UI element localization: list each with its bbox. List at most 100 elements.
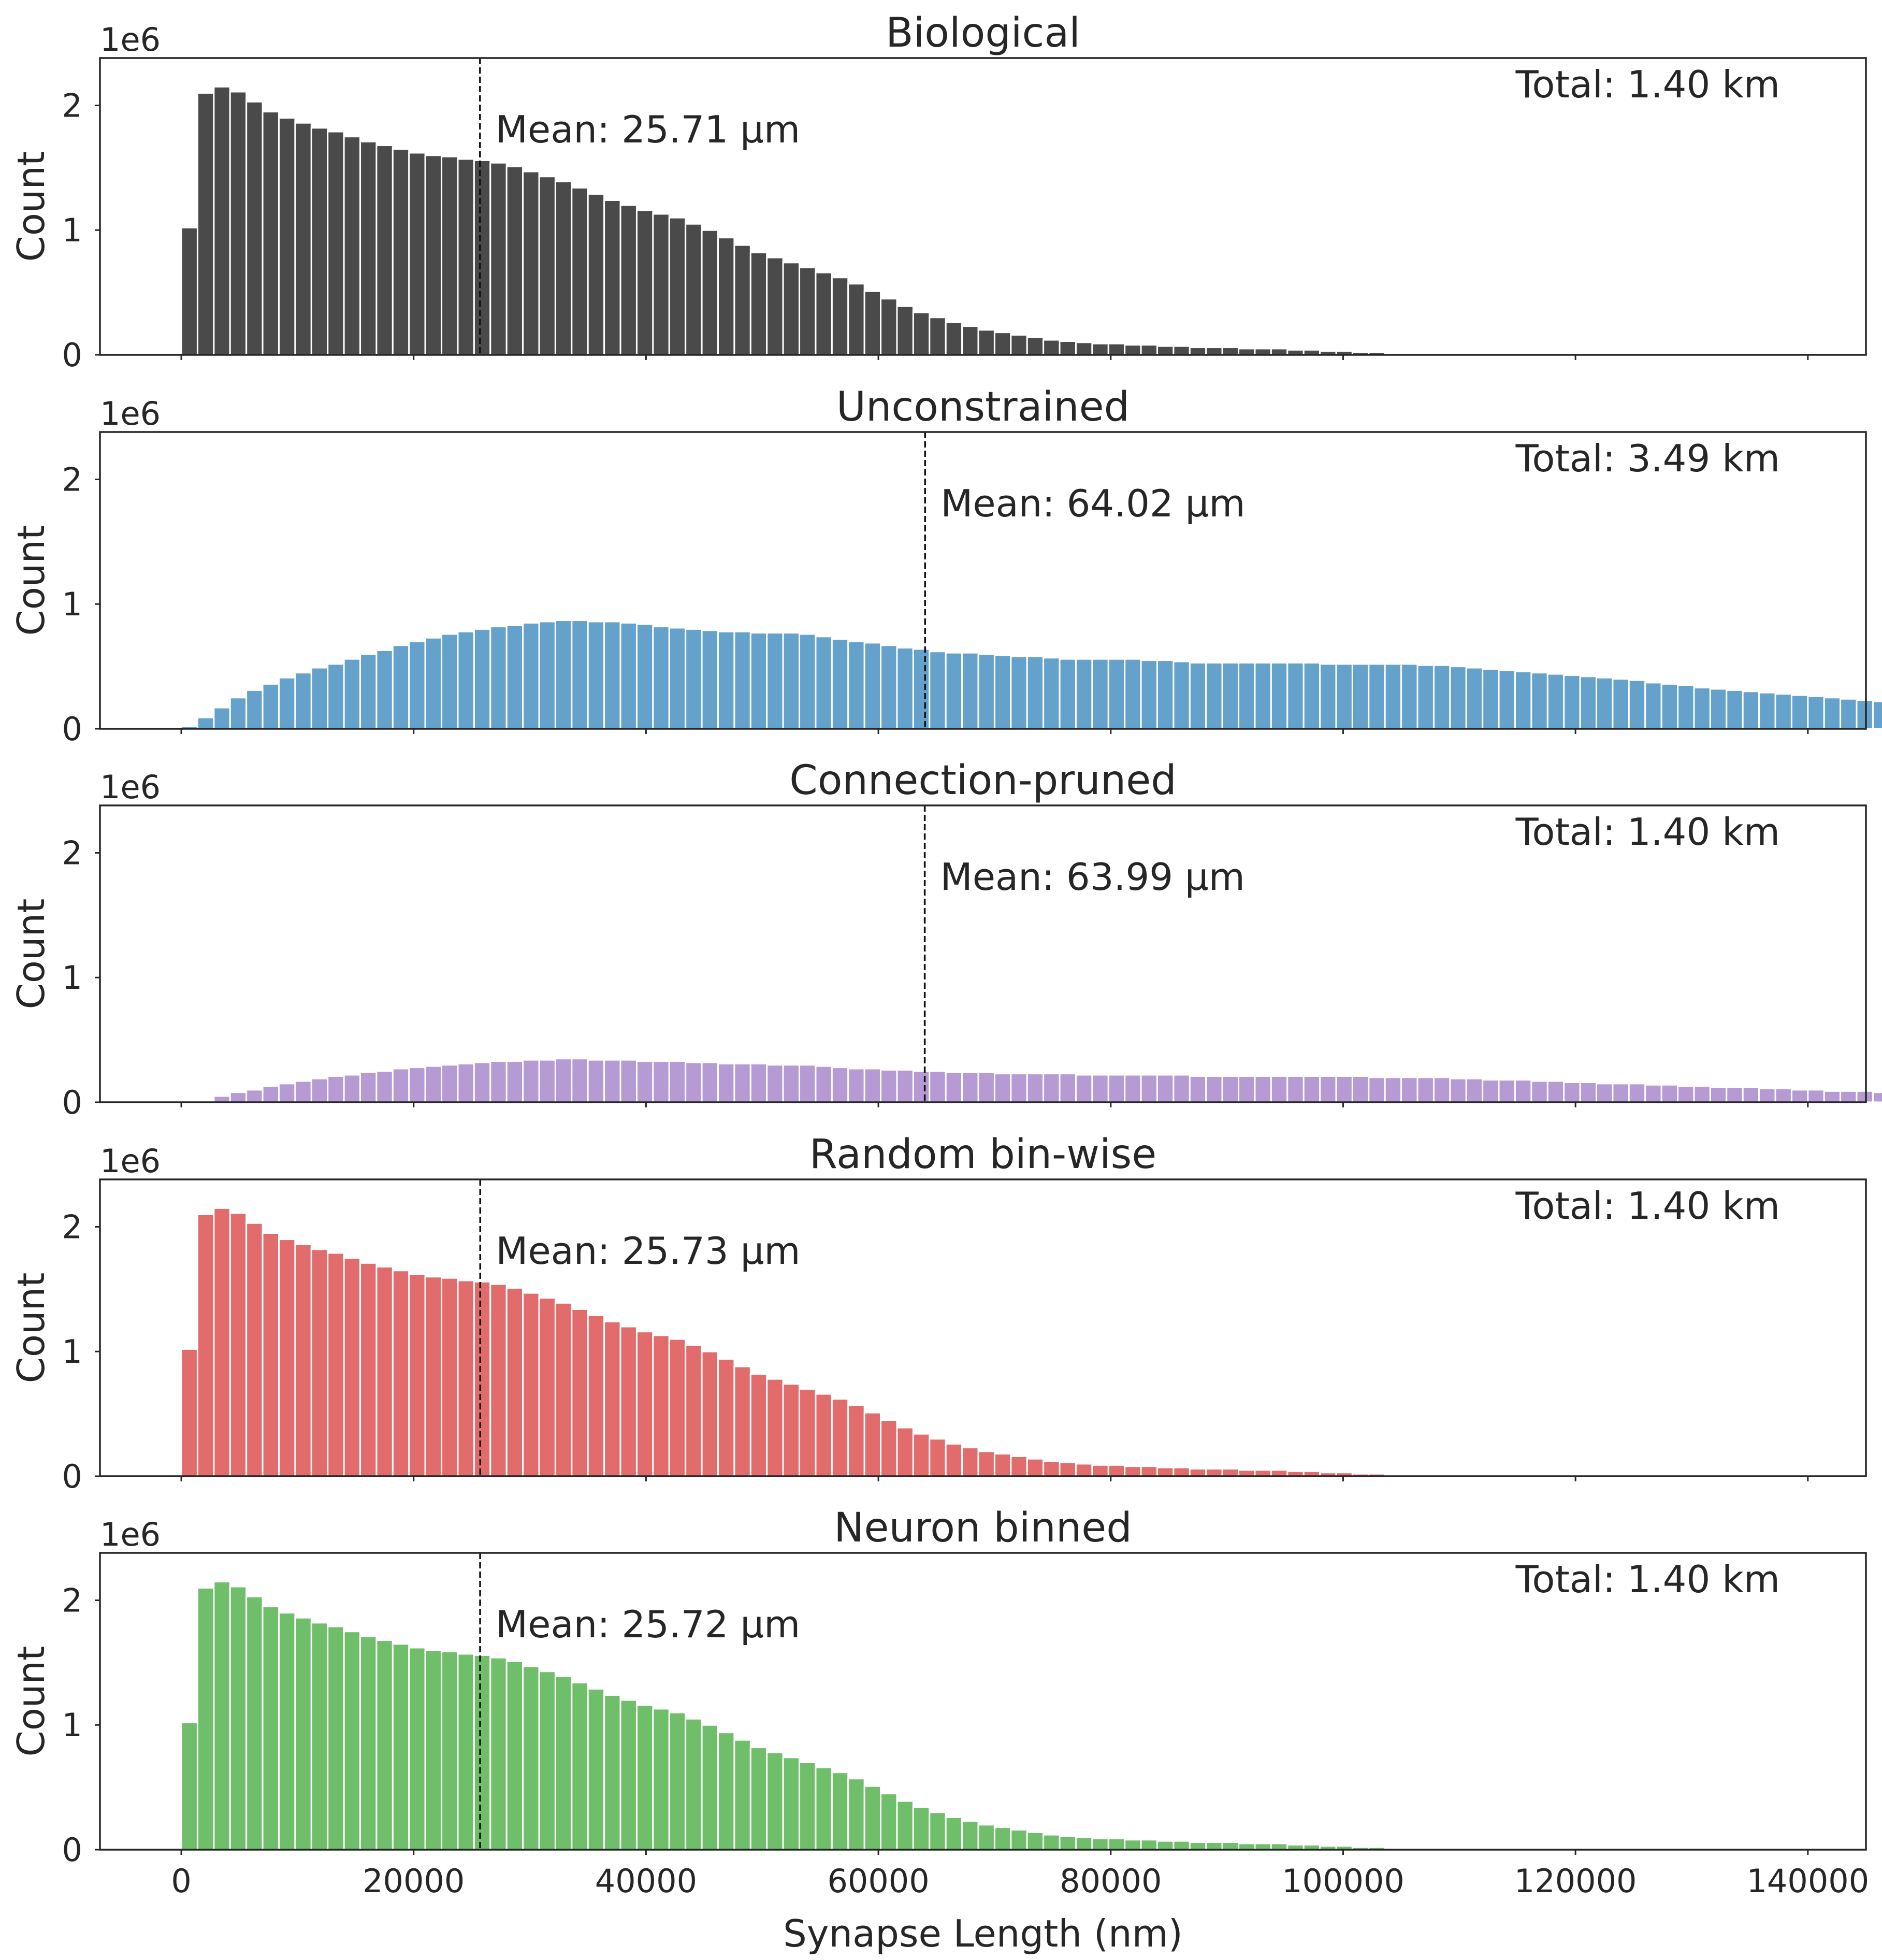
- histogram-bar: [359, 1262, 378, 1477]
- histogram-bar: [522, 1059, 540, 1103]
- histogram-bar: [668, 1060, 687, 1103]
- histogram-bar: [554, 180, 573, 356]
- histogram-bar: [782, 262, 801, 356]
- y-tick-label: 0: [62, 1084, 82, 1121]
- histogram-bar: [196, 92, 215, 356]
- histogram-bar: [912, 1070, 931, 1103]
- histogram-bar: [1254, 1842, 1272, 1851]
- histogram-bar: [457, 630, 475, 730]
- histogram-bar: [847, 640, 865, 730]
- histogram-bar: [733, 244, 751, 356]
- histogram-bar: [441, 633, 459, 730]
- histogram-bar: [1254, 1075, 1272, 1103]
- histogram-bar: [668, 1711, 687, 1851]
- histogram-bar: [766, 1751, 784, 1851]
- histogram-bar: [489, 626, 508, 730]
- histogram-bar: [538, 1059, 556, 1103]
- y-tick-label: 2: [62, 87, 82, 124]
- histogram-bar: [717, 1358, 735, 1477]
- histogram-bar: [1238, 1469, 1256, 1477]
- y-tick-label: 1: [62, 1333, 82, 1371]
- histogram-bar: [278, 1238, 296, 1477]
- histogram-bar: [424, 637, 443, 730]
- histogram-bar: [1205, 347, 1223, 356]
- histogram-bar: [619, 622, 638, 730]
- histogram-bar: [652, 1334, 670, 1477]
- histogram-bar: [1384, 663, 1402, 730]
- histogram-bar: [294, 672, 312, 730]
- histogram-bar: [505, 624, 524, 730]
- histogram-bar: [1432, 1076, 1451, 1103]
- histogram-bar: [457, 158, 475, 356]
- histogram-bar: [180, 1348, 198, 1477]
- histogram-bar: [375, 1639, 394, 1851]
- histogram-bar: [213, 707, 231, 730]
- histogram-bar: [863, 290, 882, 356]
- x-tick-label: 80000: [1060, 1862, 1162, 1900]
- histogram-bar: [375, 649, 394, 730]
- histogram-bar: [441, 1650, 459, 1851]
- total-annotation: Total: 1.40 km: [1515, 1558, 1780, 1601]
- histogram-bar: [278, 676, 296, 730]
- histogram-bar: [782, 1383, 801, 1477]
- histogram-bar: [896, 647, 914, 730]
- histogram-bar: [961, 1447, 979, 1477]
- histogram-bar: [701, 229, 719, 356]
- histogram-bar: [538, 1297, 556, 1477]
- histogram-bar: [1482, 668, 1500, 730]
- histogram-bar: [815, 1065, 833, 1103]
- histogram-bar: [408, 640, 426, 730]
- histogram-bar: [245, 1089, 264, 1103]
- histogram-bar: [1075, 1836, 1093, 1851]
- histogram-bar: [1351, 1075, 1370, 1103]
- histogram-bar: [1043, 1073, 1061, 1103]
- histogram-bar: [619, 1325, 638, 1477]
- histogram-bar: [977, 329, 995, 356]
- histogram-bar: [1238, 348, 1256, 356]
- y-tick-label: 1: [62, 585, 82, 623]
- histogram-bar: [1238, 1075, 1256, 1103]
- x-tick-label: 40000: [595, 1862, 697, 1900]
- histogram-bar: [343, 1631, 361, 1851]
- histogram-bar: [685, 223, 703, 356]
- histogram-bar: [993, 332, 1012, 356]
- histogram-bar: [1156, 1074, 1175, 1103]
- histogram-bar: [1286, 661, 1305, 730]
- histogram-bar: [213, 1580, 231, 1851]
- histogram-bar: [489, 162, 508, 356]
- histogram-bar: [635, 209, 654, 356]
- histogram-bar: [1612, 678, 1630, 730]
- histogram-bar: [733, 1739, 751, 1851]
- histogram-bar: [1546, 673, 1565, 730]
- histogram-bar: [554, 619, 573, 730]
- histogram-bars: [196, 1058, 1882, 1103]
- histogram-bar: [766, 1378, 784, 1477]
- histogram-bar: [262, 1232, 280, 1477]
- histogram-bar: [1075, 1463, 1093, 1477]
- histogram-bar: [473, 628, 491, 730]
- histogram-bar: [896, 1426, 914, 1477]
- histogram-bar: [1221, 661, 1240, 730]
- histogram-bar: [977, 1071, 995, 1103]
- histogram-bar: [799, 266, 817, 356]
- histogram-bar: [505, 1060, 524, 1103]
- histogram-bar: [1107, 1074, 1126, 1103]
- histogram-bar: [587, 1059, 605, 1103]
- histogram-bar: [1546, 1080, 1565, 1103]
- histogram-bar: [1579, 675, 1598, 730]
- histogram-bar: [180, 1721, 198, 1851]
- mean-annotation: Mean: 64.02 μm: [940, 482, 1245, 525]
- y-tick-label: 1: [62, 959, 82, 997]
- y-tick-label: 1: [62, 211, 82, 249]
- histogram-bar: [1400, 1076, 1418, 1103]
- histogram-bar: [1563, 1081, 1581, 1103]
- histogram-bar: [896, 305, 914, 356]
- histogram-bar: [847, 1404, 865, 1477]
- y-tick-label: 0: [62, 710, 82, 748]
- histogram-bar: [766, 256, 784, 356]
- x-tick-label: 60000: [827, 1862, 929, 1900]
- histogram-bar: [1140, 659, 1159, 730]
- histogram-bar: [1059, 658, 1077, 730]
